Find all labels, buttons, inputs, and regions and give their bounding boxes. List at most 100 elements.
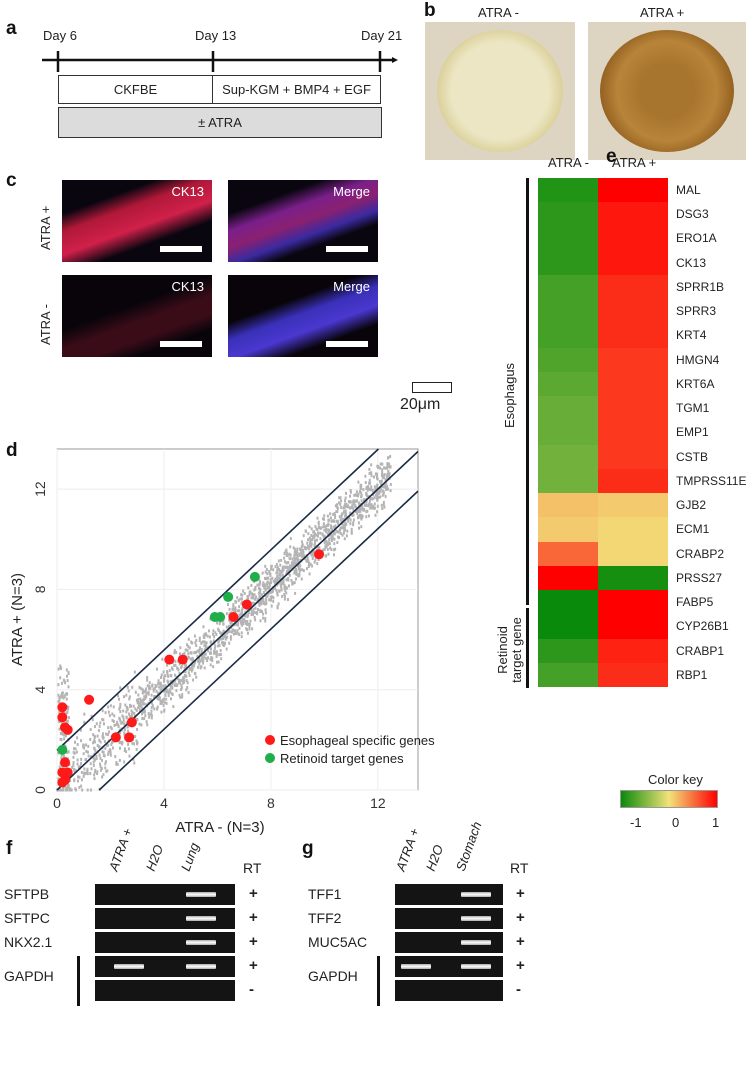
- gray-point: [105, 732, 108, 736]
- gray-point: [358, 489, 361, 493]
- gray-point: [357, 494, 360, 498]
- gray-point: [334, 513, 337, 517]
- gray-point: [232, 632, 235, 636]
- gray-point: [340, 505, 343, 509]
- gray-point: [60, 691, 63, 695]
- dna-band: [401, 964, 431, 969]
- gapdh-group-bar: [77, 956, 80, 1006]
- gray-point: [150, 709, 153, 713]
- gray-point: [135, 698, 138, 702]
- gray-point: [287, 578, 290, 582]
- y-tick-label: 4: [32, 686, 48, 694]
- gray-point: [313, 541, 316, 545]
- y-tick-label: 0: [32, 786, 48, 794]
- gray-point: [370, 506, 373, 510]
- gray-point: [100, 767, 103, 771]
- gray-point: [293, 581, 296, 585]
- day-13-label: Day 13: [195, 28, 237, 43]
- gray-point: [114, 755, 117, 759]
- gray-point: [291, 582, 294, 586]
- gray-point: [276, 567, 279, 571]
- gray-point: [333, 542, 336, 546]
- gray-point: [262, 612, 265, 616]
- gray-point: [374, 513, 377, 517]
- gray-point: [367, 495, 370, 499]
- gray-point: [365, 503, 368, 507]
- gray-point: [218, 622, 221, 626]
- gray-point: [66, 719, 69, 723]
- gray-point: [283, 586, 286, 590]
- gray-point: [340, 499, 343, 503]
- gray-point: [240, 597, 243, 601]
- gray-point: [338, 501, 341, 505]
- gray-point: [268, 585, 271, 589]
- gene-label: GAPDH: [308, 968, 358, 984]
- gray-point: [159, 684, 162, 688]
- gray-point: [250, 610, 253, 614]
- gray-point: [137, 698, 140, 702]
- gray-point: [146, 684, 149, 688]
- gray-point: [119, 710, 122, 714]
- gray-point: [92, 741, 95, 745]
- gray-point: [349, 488, 352, 492]
- gray-point: [349, 490, 352, 494]
- gray-point: [279, 563, 282, 567]
- gray-point: [297, 560, 300, 564]
- gray-point: [243, 592, 246, 596]
- gray-point: [125, 750, 128, 754]
- gray-point: [245, 621, 248, 625]
- heatmap-cell: [538, 347, 598, 373]
- gray-point: [150, 706, 153, 710]
- gray-point: [181, 695, 184, 699]
- gray-point: [111, 740, 114, 744]
- gray-point: [95, 757, 98, 761]
- gray-point: [362, 488, 365, 492]
- gray-point: [117, 725, 120, 729]
- gray-point: [131, 741, 134, 745]
- gray-point: [291, 565, 294, 569]
- gray-point: [293, 558, 296, 562]
- gray-point: [244, 613, 247, 617]
- gray-point: [342, 506, 345, 510]
- gray-point: [86, 750, 89, 754]
- gel-lane-row: [95, 884, 235, 905]
- gray-point: [129, 705, 132, 709]
- gray-point: [177, 668, 180, 672]
- gray-point: [107, 710, 110, 714]
- rt-sign: +: [516, 933, 525, 950]
- rt-sign: -: [516, 981, 521, 998]
- gray-point: [360, 525, 363, 529]
- gray-point: [248, 624, 251, 628]
- gray-point: [340, 515, 343, 519]
- gray-point: [141, 702, 144, 706]
- gray-point: [389, 454, 392, 458]
- gray-point: [279, 569, 282, 573]
- gray-point: [288, 552, 291, 556]
- gray-point: [262, 601, 265, 605]
- esophageal-specific-genes-point: [62, 724, 73, 735]
- gray-point: [299, 548, 302, 552]
- gray-point: [289, 537, 292, 541]
- gray-point: [259, 602, 262, 606]
- gray-point: [281, 573, 284, 577]
- gray-point: [80, 761, 83, 765]
- gene-label: TFF1: [308, 886, 342, 902]
- dna-band: [186, 964, 216, 969]
- gray-point: [94, 768, 97, 772]
- gray-point: [230, 623, 233, 627]
- gray-point: [135, 742, 138, 746]
- gray-point: [176, 666, 179, 670]
- gray-point: [167, 680, 170, 684]
- gray-point: [353, 500, 356, 504]
- gray-point: [105, 769, 108, 773]
- gray-point: [247, 613, 250, 617]
- gray-point: [190, 640, 193, 644]
- gray-point: [266, 572, 269, 576]
- gray-point: [324, 544, 327, 548]
- gray-point: [217, 660, 220, 664]
- gray-point: [358, 513, 361, 517]
- gray-point: [265, 567, 268, 571]
- gray-point: [263, 583, 266, 587]
- merge-image-atra-plus: Merge: [228, 180, 378, 262]
- gray-point: [246, 628, 249, 632]
